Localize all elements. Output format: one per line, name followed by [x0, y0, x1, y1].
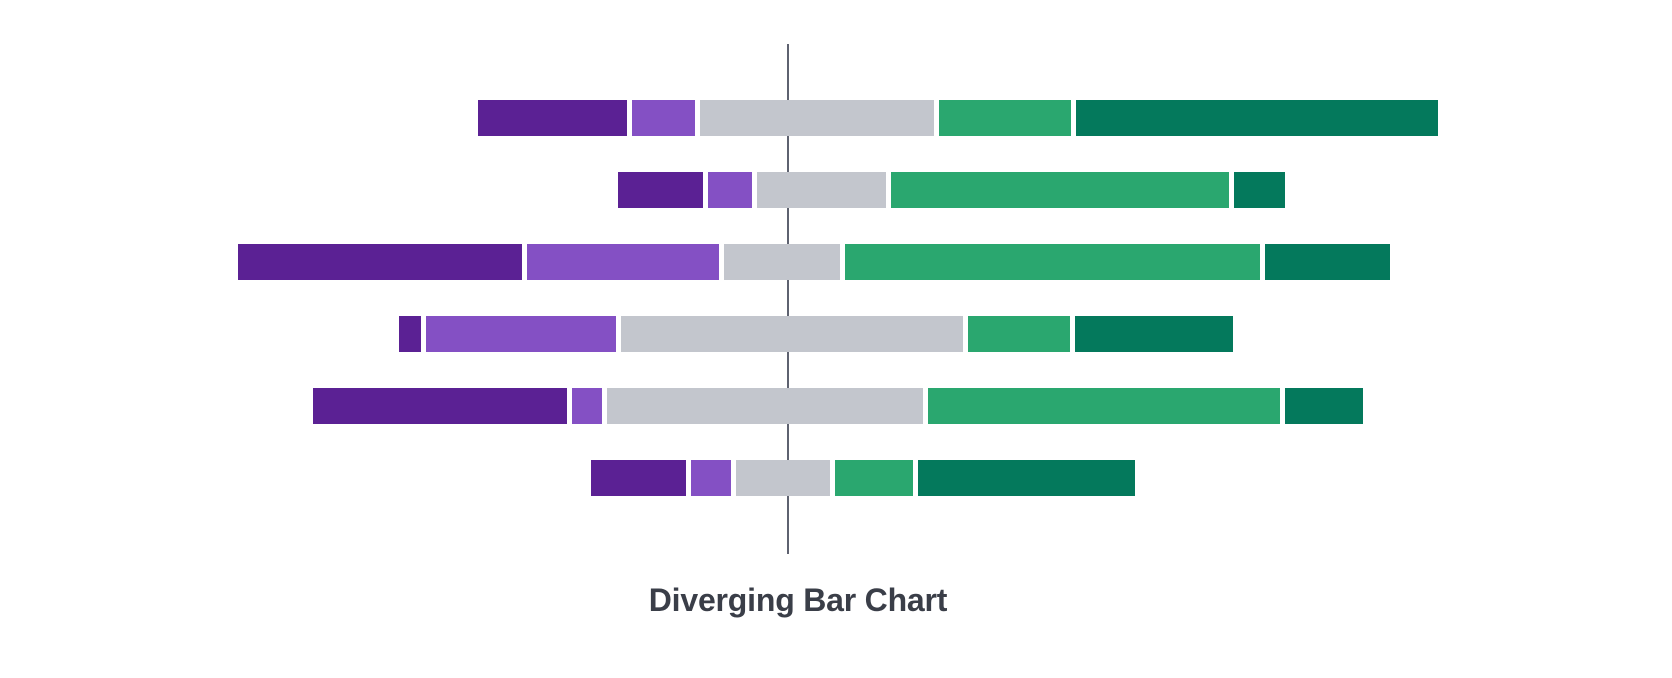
segment-row-6-neutral: [736, 460, 830, 496]
segment-row-4-positive: [968, 316, 1070, 352]
segment-row-4-negative: [426, 316, 616, 352]
segment-row-1-negative: [632, 100, 695, 136]
segment-row-3-positive: [845, 244, 1260, 280]
segment-row-3-strongly-negative: [238, 244, 522, 280]
segment-row-4-strongly-negative: [399, 316, 421, 352]
bar-row-row-6: [591, 460, 1135, 496]
segment-row-2-positive: [891, 172, 1229, 208]
segment-row-3-negative: [527, 244, 719, 280]
segment-row-4-strongly-positive: [1075, 316, 1233, 352]
segment-row-3-neutral: [724, 244, 840, 280]
segment-row-6-positive: [835, 460, 913, 496]
bar-row-row-4: [399, 316, 1233, 352]
segment-row-6-negative: [691, 460, 731, 496]
segment-row-1-positive: [939, 100, 1071, 136]
bar-row-row-3: [238, 244, 1390, 280]
segment-row-5-strongly-negative: [313, 388, 567, 424]
segment-row-5-negative: [572, 388, 602, 424]
segment-row-5-positive: [928, 388, 1280, 424]
segment-row-2-strongly-negative: [618, 172, 703, 208]
segment-row-1-neutral: [700, 100, 934, 136]
segment-row-3-strongly-positive: [1265, 244, 1390, 280]
segment-row-5-strongly-positive: [1285, 388, 1363, 424]
segment-row-2-neutral: [757, 172, 886, 208]
segment-row-2-negative: [708, 172, 752, 208]
segment-row-1-strongly-negative: [478, 100, 627, 136]
segment-row-4-neutral: [621, 316, 963, 352]
segment-row-6-strongly-negative: [591, 460, 686, 496]
chart-title: Diverging Bar Chart: [648, 582, 948, 618]
bar-row-row-2: [618, 172, 1285, 208]
segment-row-6-strongly-positive: [918, 460, 1135, 496]
segment-row-1-strongly-positive: [1076, 100, 1438, 136]
segment-row-2-strongly-positive: [1234, 172, 1285, 208]
segment-row-5-neutral: [607, 388, 923, 424]
bar-row-row-1: [478, 100, 1438, 136]
zero-axis-line: [787, 44, 789, 554]
bar-row-row-5: [313, 388, 1363, 424]
